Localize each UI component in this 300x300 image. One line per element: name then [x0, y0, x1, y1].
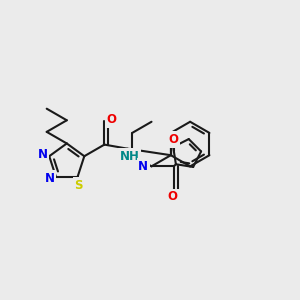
Text: O: O — [167, 190, 177, 203]
Text: O: O — [107, 113, 117, 126]
Text: N: N — [138, 160, 148, 173]
Text: N: N — [44, 172, 54, 185]
Text: N: N — [38, 148, 48, 161]
Text: S: S — [74, 178, 83, 192]
Text: NH: NH — [120, 150, 140, 163]
Text: O: O — [168, 133, 178, 146]
